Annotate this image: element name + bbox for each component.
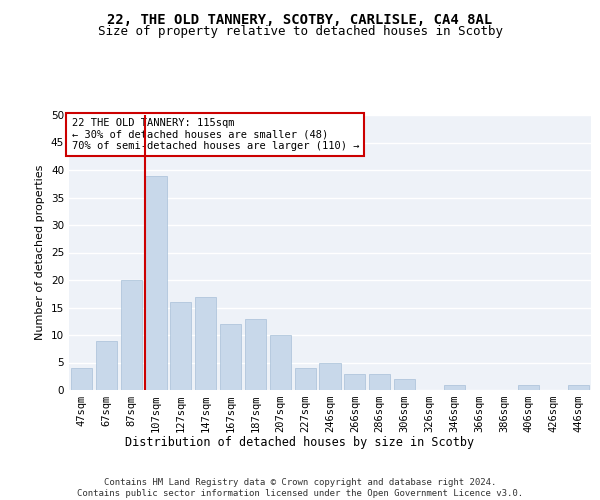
Bar: [145, 176, 167, 390]
Bar: [121, 280, 142, 390]
Bar: [369, 374, 390, 390]
Bar: [394, 379, 415, 390]
Bar: [245, 318, 266, 390]
Bar: [518, 384, 539, 390]
Text: Distribution of detached houses by size in Scotby: Distribution of detached houses by size …: [125, 436, 475, 449]
Y-axis label: Number of detached properties: Number of detached properties: [35, 165, 46, 340]
Bar: [344, 374, 365, 390]
Bar: [96, 340, 117, 390]
Bar: [295, 368, 316, 390]
Bar: [170, 302, 191, 390]
Bar: [71, 368, 92, 390]
Text: 22, THE OLD TANNERY, SCOTBY, CARLISLE, CA4 8AL: 22, THE OLD TANNERY, SCOTBY, CARLISLE, C…: [107, 12, 493, 26]
Bar: [220, 324, 241, 390]
Bar: [270, 335, 291, 390]
Text: Contains HM Land Registry data © Crown copyright and database right 2024.
Contai: Contains HM Land Registry data © Crown c…: [77, 478, 523, 498]
Text: 22 THE OLD TANNERY: 115sqm
← 30% of detached houses are smaller (48)
70% of semi: 22 THE OLD TANNERY: 115sqm ← 30% of deta…: [71, 118, 359, 151]
Bar: [319, 362, 341, 390]
Text: Size of property relative to detached houses in Scotby: Size of property relative to detached ho…: [97, 25, 503, 38]
Bar: [568, 384, 589, 390]
Bar: [195, 296, 216, 390]
Bar: [444, 384, 465, 390]
